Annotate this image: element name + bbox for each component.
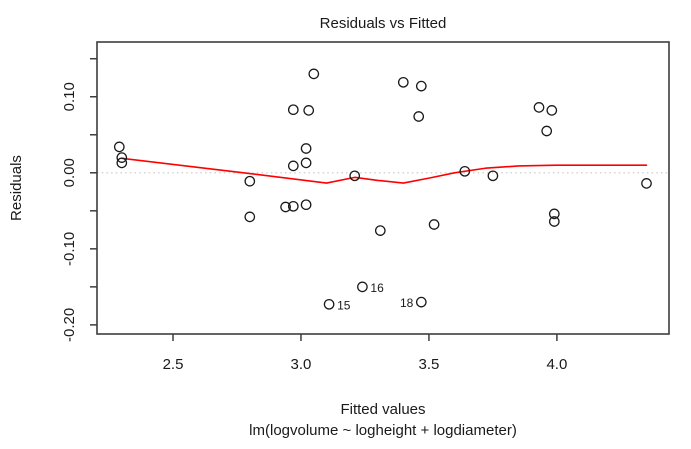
data-point	[546, 105, 558, 116]
data-point	[397, 76, 409, 88]
smoother-line-group	[121, 157, 648, 184]
data-point	[487, 170, 499, 182]
data-point	[116, 152, 128, 163]
data-point	[374, 225, 386, 236]
data-point	[548, 216, 560, 227]
data-point	[533, 102, 545, 113]
data-point	[459, 165, 471, 177]
data-point	[300, 199, 312, 211]
data-point	[287, 160, 299, 172]
data-point	[287, 104, 299, 116]
plot-title: Residuals vs Fitted	[320, 15, 447, 32]
data-point	[300, 143, 312, 154]
y-axis: -0.20 -0.10 0.00 0.10	[61, 57, 97, 342]
x-tick-label: 3.5	[419, 356, 440, 373]
data-points-group: 15 16 18	[113, 68, 652, 312]
data-point	[413, 111, 425, 122]
point-label: 15	[337, 298, 351, 312]
y-tick-label: -0.20	[61, 308, 78, 342]
data-point	[308, 68, 320, 80]
model-caption: lm(logvolume ~ logheight + logdiameter)	[249, 422, 517, 439]
point-label: 16	[370, 281, 384, 295]
data-point	[280, 201, 291, 213]
plot-box	[96, 41, 670, 335]
y-tick-label: 0.00	[61, 158, 78, 187]
x-axis-label: Fitted values	[340, 401, 425, 418]
data-point	[287, 200, 299, 212]
data-point	[244, 211, 256, 223]
data-point	[303, 105, 315, 116]
x-tick-label: 4.0	[546, 356, 567, 373]
data-point	[116, 157, 128, 169]
data-point	[113, 141, 125, 153]
data-point	[428, 219, 440, 230]
x-tick-label: 2.5	[163, 356, 184, 373]
data-point	[541, 125, 553, 137]
data-point	[415, 80, 427, 92]
data-point	[415, 296, 427, 308]
y-tick-label: 0.10	[61, 82, 78, 111]
data-point	[323, 298, 335, 310]
data-point	[357, 281, 368, 293]
data-point	[641, 178, 652, 189]
data-point	[300, 157, 312, 169]
y-tick-label: -0.10	[61, 232, 78, 266]
plot-frame	[96, 41, 670, 335]
data-point	[244, 175, 256, 187]
data-point	[548, 208, 560, 220]
y-axis-label: Residuals	[8, 155, 25, 221]
data-point	[349, 170, 361, 182]
point-label: 18	[400, 296, 414, 310]
smoother-line	[121, 157, 648, 184]
x-tick-label: 3.0	[291, 356, 312, 373]
x-axis: 2.5 3.0 3.5 4.0	[163, 334, 567, 373]
